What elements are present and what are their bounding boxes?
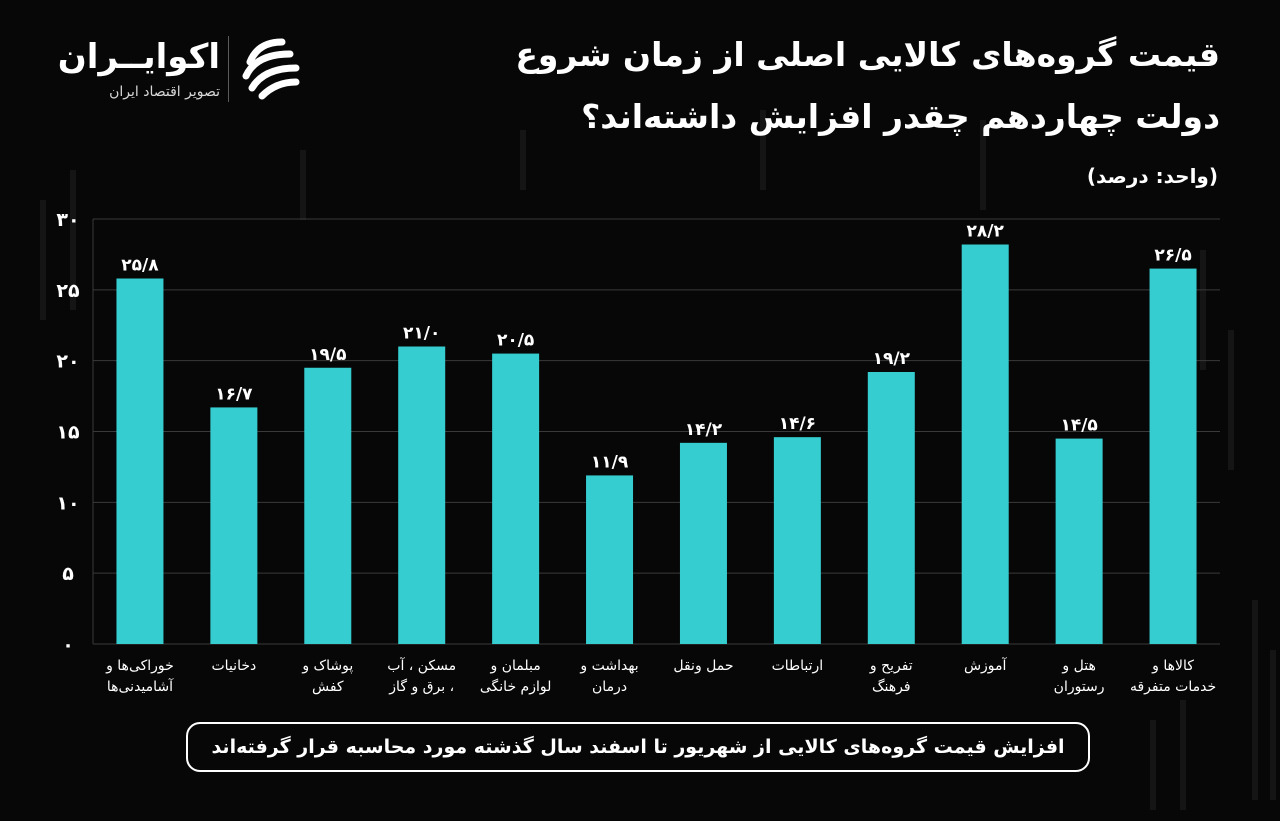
bar [773,437,821,644]
bar [492,353,540,644]
decoration-candle [1150,720,1156,810]
y-tick-label: ۵ [62,563,74,585]
x-tick-label: بهداشت و [579,658,638,674]
decoration-candle [300,150,306,220]
x-tick-label: کالاها و [1151,658,1194,674]
data-label: ۱۴/۲ [685,420,723,440]
y-tick-label: ۰ [62,634,74,656]
decoration-candle [1228,330,1234,470]
y-tick-label: ۲۵ [56,280,80,302]
logo-divider [228,36,229,102]
logo-mark-icon [242,38,300,100]
ecoiran-logo: اکوایــران تصویر اقتصاد ایران [40,32,320,112]
decoration-candle [1180,700,1186,810]
data-label: ۲۵/۸ [121,256,159,276]
x-tick-label: هتل و [1061,658,1095,674]
x-tick-label: درمان [592,679,627,695]
unit-label: (واحد: درصد) [1086,164,1218,188]
decoration-candle [1200,250,1206,370]
bar [586,475,634,644]
bar [1055,438,1103,644]
x-tick-label: کفش [312,679,344,695]
x-tick-label: لوازم خانگی [480,678,551,695]
x-tick-label: فرهنگ [872,678,911,695]
x-tick-label: دخانیات [212,658,257,674]
bar [961,244,1009,644]
bar [1149,268,1197,644]
data-label: ۱۴/۵ [1060,416,1097,436]
data-label: ۱۹/۲ [873,349,911,369]
decoration-candle [40,200,46,320]
x-tick-label: خوراکی‌ها و [105,658,174,674]
x-tick-label: تفریح و [869,658,913,674]
decoration-candle [70,170,76,310]
data-label: ۲۶/۵ [1154,246,1191,266]
x-tick-label: آموزش [964,657,1008,674]
decoration-candle [1252,600,1258,800]
data-label: ۱۱/۹ [591,452,629,472]
data-label: ۱۴/۶ [779,414,816,434]
bar [398,346,446,644]
x-tick-label: آشامیدنی‌ها [107,678,174,695]
bar [679,442,727,644]
bar [116,278,164,644]
x-tick-label: حمل ونقل [673,658,733,674]
logo-name: اکوایــران [57,37,220,77]
bar [867,372,915,644]
decoration-candle [520,130,526,190]
x-tick-label: مبلمان و [490,658,541,674]
x-tick-label: خدمات متفرقه [1130,679,1216,695]
data-label: ۱۹/۵ [309,345,346,365]
data-label: ۱۶/۷ [215,384,253,404]
data-label: ۲۸/۲ [967,222,1005,242]
data-label: ۲۱/۰ [403,324,440,344]
data-label: ۲۰/۵ [497,331,534,351]
x-tick-label: رستوران [1054,679,1105,695]
decoration-candle [760,110,766,190]
chart-title-line-2: دولت چهاردهم چقدر افزایش داشته‌اند؟ [581,97,1220,136]
y-tick-label: ۳۰ [56,209,79,231]
bar [210,407,258,644]
decoration-candle [1270,650,1276,800]
decoration-candle [980,120,986,210]
x-tick-label: پوشاک و [301,658,353,674]
x-tick-label: مسکن ، آب [387,657,456,674]
footnote-box: افزایش قیمت گروه‌های کالایی از شهریور تا… [186,722,1090,772]
x-tick-label: ، برق و گاز [388,678,454,695]
y-tick-label: ۲۰ [56,351,79,373]
y-tick-label: ۱۵ [56,422,80,444]
bar [304,367,352,644]
y-tick-label: ۱۰ [56,492,79,514]
chart-title-line-1: قیمت گروه‌های کالایی اصلی از زمان شروع [515,35,1220,74]
logo-tagline: تصویر اقتصاد ایران [109,84,220,100]
x-tick-label: ارتباطات [772,658,824,674]
